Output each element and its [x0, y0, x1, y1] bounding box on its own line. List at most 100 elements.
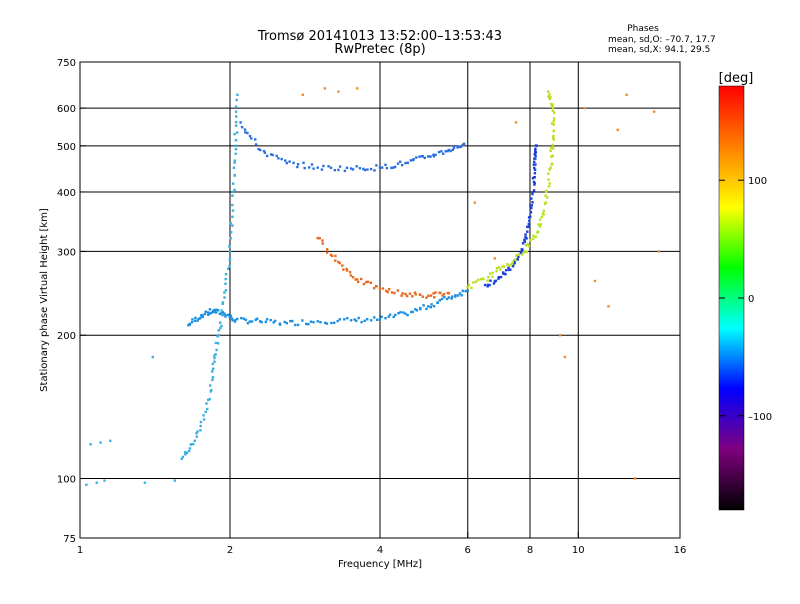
- data-point: [553, 111, 556, 114]
- data-point: [384, 317, 387, 320]
- data-point: [499, 268, 502, 271]
- data-point: [228, 257, 232, 260]
- data-point: [211, 362, 214, 366]
- data-point: [341, 264, 344, 267]
- data-point: [255, 317, 259, 320]
- data-point: [510, 262, 513, 266]
- data-point: [502, 271, 505, 274]
- data-point: [437, 150, 441, 154]
- data-point: [527, 222, 530, 226]
- data-point: [330, 254, 334, 258]
- data-point: [427, 305, 430, 308]
- data-point: [511, 264, 515, 267]
- data-point: [392, 166, 395, 169]
- data-point: [625, 93, 628, 96]
- data-point: [551, 109, 554, 113]
- data-point: [232, 166, 236, 169]
- data-point: [533, 152, 537, 156]
- data-point: [232, 190, 235, 194]
- data-point: [508, 264, 511, 267]
- data-point: [466, 286, 469, 289]
- data-point: [547, 90, 550, 93]
- data-point: [301, 319, 304, 322]
- data-point: [188, 323, 192, 326]
- data-point: [529, 211, 533, 214]
- data-point: [444, 150, 447, 153]
- data-point: [523, 238, 526, 241]
- data-point: [318, 237, 321, 240]
- data-point: [443, 296, 446, 299]
- data-point: [447, 148, 451, 152]
- data-point: [187, 449, 191, 453]
- data-point: [218, 312, 222, 316]
- data-point: [460, 294, 463, 297]
- data-point: [616, 128, 619, 132]
- data-point: [199, 429, 202, 432]
- data-point: [397, 312, 400, 315]
- data-point: [390, 166, 393, 170]
- data-point: [411, 310, 414, 314]
- data-point: [552, 134, 555, 138]
- data-point: [338, 318, 341, 321]
- data-point: [235, 115, 238, 118]
- data-point: [263, 151, 267, 154]
- data-point: [547, 178, 550, 181]
- data-point: [351, 276, 355, 279]
- data-point: [467, 283, 471, 287]
- data-point: [530, 204, 533, 207]
- data-point: [248, 134, 252, 138]
- data-point: [338, 165, 342, 168]
- data-point: [433, 296, 436, 299]
- data-point: [209, 384, 212, 387]
- data-point: [259, 320, 262, 323]
- data-point: [221, 314, 224, 317]
- data-point: [517, 253, 520, 256]
- data-point: [415, 156, 418, 159]
- data-point: [376, 318, 379, 321]
- data-point: [390, 291, 394, 294]
- data-point: [373, 287, 376, 290]
- data-point: [544, 194, 547, 197]
- data-point: [207, 398, 210, 402]
- data-point: [406, 313, 409, 317]
- data-point: [236, 317, 239, 321]
- data-point: [272, 321, 275, 324]
- data-point: [524, 235, 527, 239]
- data-point: [447, 296, 451, 299]
- data-point: [493, 257, 496, 260]
- data-point: [542, 209, 546, 213]
- data-point: [229, 237, 232, 240]
- data-point: [294, 323, 297, 327]
- data-point: [211, 376, 215, 379]
- data-point: [195, 435, 198, 438]
- data-point: [538, 225, 541, 228]
- data-point: [506, 263, 509, 266]
- data-point: [384, 163, 387, 166]
- data-point: [356, 87, 359, 90]
- data-point: [215, 308, 218, 311]
- data-point: [442, 152, 445, 155]
- data-point: [355, 165, 358, 168]
- data-point: [434, 291, 437, 294]
- data-point: [450, 297, 453, 300]
- data-point: [234, 148, 238, 151]
- data-point: [531, 191, 534, 194]
- data-point: [229, 222, 233, 225]
- data-point: [533, 176, 536, 179]
- data-point: [343, 318, 346, 321]
- data-point: [547, 172, 550, 175]
- data-point: [277, 157, 280, 160]
- data-point: [353, 318, 356, 321]
- data-point: [452, 146, 456, 150]
- data-point: [497, 276, 500, 279]
- phase-stats-x: mean, sd,X: 94.1, 29.5: [608, 45, 710, 55]
- data-point: [210, 311, 213, 314]
- data-point: [593, 279, 597, 283]
- colorbar-ticks: 100 0 –100: [719, 176, 772, 423]
- data-point: [436, 301, 439, 304]
- data-point: [289, 319, 292, 323]
- y-tick-label: 100: [57, 475, 76, 486]
- data-point: [414, 308, 417, 311]
- data-point: [486, 285, 489, 288]
- data-point: [223, 296, 226, 299]
